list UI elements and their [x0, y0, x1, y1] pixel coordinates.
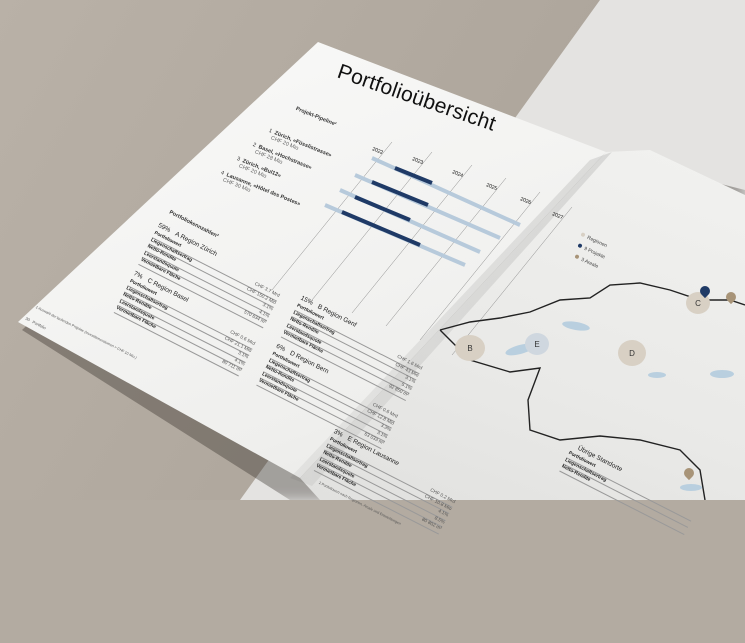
legend-marker-icon: [580, 232, 586, 238]
map-label: D: [629, 348, 635, 358]
year-label: 2022: [371, 146, 384, 156]
year-gridline: [451, 206, 573, 356]
lake: [710, 370, 734, 378]
legend-marker-icon: [577, 243, 583, 249]
map-marker-d: D: [618, 340, 646, 366]
year-label: 2027: [551, 211, 564, 221]
year-label: 2023: [411, 156, 424, 166]
lake: [680, 484, 702, 491]
year-label: 2025: [485, 182, 498, 192]
row-value: [688, 521, 691, 527]
year-label: 2024: [451, 169, 464, 179]
lake: [648, 372, 666, 378]
pipeline-bar-active: [354, 195, 411, 222]
map-marker-b: B: [455, 335, 485, 361]
row-value: [691, 515, 694, 521]
pipeline-gantt: 2022 2023 2024 2025 2026 2027: [271, 141, 573, 356]
pipeline-bar-active: [371, 180, 429, 207]
legend-marker-icon: [574, 254, 580, 260]
map-label: E: [534, 339, 540, 349]
map-label: B: [467, 343, 473, 353]
map-marker-e: E: [525, 333, 549, 355]
year-gridline: [419, 191, 541, 341]
year-gridline: [351, 164, 473, 314]
pipeline-bar-active: [341, 210, 421, 247]
year-gridline: [385, 177, 507, 327]
year-gridline: [271, 141, 393, 291]
year-label: 2026: [519, 196, 532, 206]
row-value: [685, 528, 688, 534]
pipeline-bar-active: [394, 166, 433, 185]
map-label: C: [695, 298, 701, 308]
